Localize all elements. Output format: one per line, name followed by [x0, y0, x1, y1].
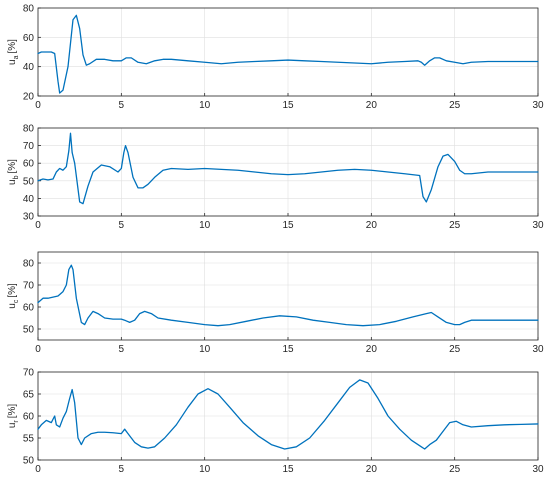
x-tick-label: 20 — [366, 344, 378, 355]
series-line-1 — [37, 14, 539, 94]
x-tick-label: 10 — [199, 100, 211, 111]
subplot-3: 0 5 10 15 20 25 30 50 60 70 80 uc[%] — [7, 251, 544, 355]
x-tick-label: 30 — [532, 220, 544, 231]
subplot-1: 0 5 10 15 20 25 30 20 40 60 80 ua[%] — [7, 4, 544, 112]
x-tick-label: 25 — [449, 344, 461, 355]
y-axis-label: ub[%] — [7, 159, 20, 185]
y-tick-label: 60 — [23, 303, 35, 314]
x-tick-label: 30 — [532, 100, 544, 111]
x-tick-label: 5 — [119, 100, 125, 111]
y-tick-label: 40 — [23, 194, 35, 205]
x-tick-label: 15 — [282, 100, 294, 111]
y-axis-label-main: u — [7, 303, 18, 309]
x-tick-label: 20 — [366, 464, 378, 475]
x-tick-label: 0 — [35, 220, 41, 231]
y-tick-label: 60 — [23, 159, 35, 170]
x-tick-label: 10 — [199, 464, 211, 475]
y-tick-label: 70 — [23, 281, 35, 292]
x-tick-label: 20 — [366, 100, 378, 111]
axes-frame — [37, 371, 539, 461]
x-tick-label: 5 — [119, 464, 125, 475]
subplot-2: 0 5 10 15 20 25 30 30 40 50 60 70 80 ub[%] — [7, 124, 544, 232]
x-tick-label: 25 — [449, 100, 461, 111]
y-axis-label: uc[%] — [7, 283, 20, 309]
y-axis-label-unit: [%] — [7, 39, 18, 54]
y-axis-label-sub: r — [13, 420, 20, 423]
y-axis-label-unit: [%] — [7, 159, 18, 174]
y-tick-label: 30 — [23, 212, 35, 223]
series-line-1 — [37, 264, 539, 327]
subplot-4: 0 5 10 15 20 25 30 50 55 60 65 70 ur[%] — [7, 368, 544, 476]
x-tick-label: 5 — [119, 220, 125, 231]
y-tick-label: 60 — [23, 33, 35, 44]
axes-frame — [37, 7, 539, 97]
y-tick-label: 50 — [23, 456, 35, 467]
y-tick-label: 60 — [23, 412, 35, 423]
y-tick-label: 50 — [23, 176, 35, 187]
x-tick-label: 10 — [199, 344, 211, 355]
y-axis-label: ur[%] — [7, 404, 20, 429]
y-axis-label-sub: b — [13, 175, 20, 179]
y-tick-label: 40 — [23, 62, 35, 73]
x-tick-label: 30 — [532, 464, 544, 475]
y-axis-label-main: u — [7, 59, 18, 65]
series-line-1 — [37, 132, 539, 205]
y-tick-label: 80 — [23, 259, 35, 270]
x-tick-label: 10 — [199, 220, 211, 231]
y-tick-label: 80 — [23, 124, 35, 135]
y-axis-label-main: u — [7, 179, 18, 185]
x-tick-label: 20 — [366, 220, 378, 231]
y-tick-label: 50 — [23, 325, 35, 336]
x-tick-label: 0 — [35, 100, 41, 111]
y-tick-label: 65 — [23, 390, 35, 401]
y-axis-label-unit: [%] — [7, 404, 18, 419]
y-axis-label: ua[%] — [7, 39, 20, 65]
x-tick-label: 30 — [532, 344, 544, 355]
series-line-1 — [37, 379, 539, 450]
y-axis-label-unit: [%] — [7, 283, 18, 298]
y-tick-label: 55 — [23, 434, 35, 445]
x-tick-label: 5 — [119, 344, 125, 355]
x-tick-label: 0 — [35, 464, 41, 475]
y-tick-label: 70 — [23, 368, 35, 379]
y-axis-label-sub: a — [13, 55, 20, 59]
x-tick-label: 15 — [282, 220, 294, 231]
x-tick-label: 25 — [449, 220, 461, 231]
y-axis-label-sub: c — [13, 299, 20, 303]
y-tick-label: 70 — [23, 141, 35, 152]
x-tick-label: 0 — [35, 344, 41, 355]
y-tick-label: 80 — [23, 4, 35, 15]
y-axis-label-main: u — [7, 423, 18, 429]
x-tick-label: 25 — [449, 464, 461, 475]
axes-frame — [37, 251, 539, 341]
y-tick-label: 20 — [23, 92, 35, 103]
x-tick-label: 15 — [282, 344, 294, 355]
x-tick-label: 15 — [282, 464, 294, 475]
